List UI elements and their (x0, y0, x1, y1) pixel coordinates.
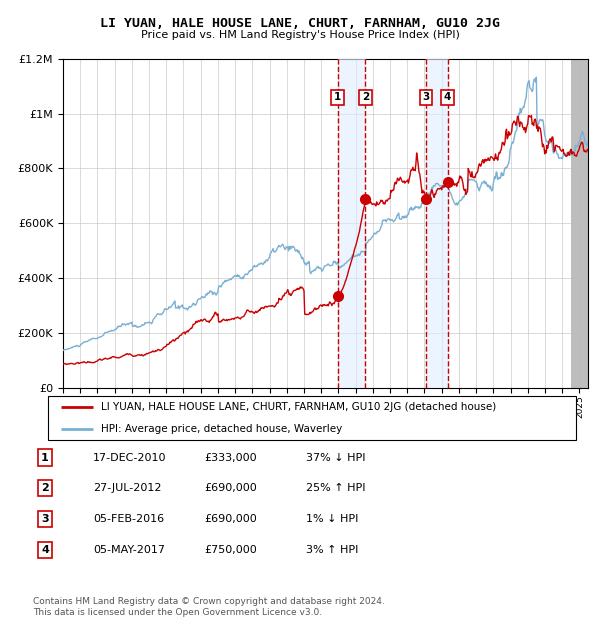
Text: 1: 1 (334, 92, 341, 102)
Text: £690,000: £690,000 (204, 483, 257, 493)
Text: 37% ↓ HPI: 37% ↓ HPI (306, 453, 365, 463)
Text: LI YUAN, HALE HOUSE LANE, CHURT, FARNHAM, GU10 2JG (detached house): LI YUAN, HALE HOUSE LANE, CHURT, FARNHAM… (101, 402, 496, 412)
Text: Contains HM Land Registry data © Crown copyright and database right 2024.
This d: Contains HM Land Registry data © Crown c… (33, 598, 385, 617)
Text: 3% ↑ HPI: 3% ↑ HPI (306, 545, 358, 555)
Text: 2: 2 (41, 483, 49, 493)
Text: 3: 3 (422, 92, 430, 102)
Text: LI YUAN, HALE HOUSE LANE, CHURT, FARNHAM, GU10 2JG: LI YUAN, HALE HOUSE LANE, CHURT, FARNHAM… (100, 17, 500, 30)
Text: £333,000: £333,000 (204, 453, 257, 463)
Text: Price paid vs. HM Land Registry's House Price Index (HPI): Price paid vs. HM Land Registry's House … (140, 30, 460, 40)
Text: 3: 3 (41, 514, 49, 524)
Text: £690,000: £690,000 (204, 514, 257, 524)
Text: £750,000: £750,000 (204, 545, 257, 555)
Text: 05-MAY-2017: 05-MAY-2017 (93, 545, 165, 555)
Text: 4: 4 (41, 545, 49, 555)
Text: 1: 1 (41, 453, 49, 463)
Text: 17-DEC-2010: 17-DEC-2010 (93, 453, 167, 463)
Text: 05-FEB-2016: 05-FEB-2016 (93, 514, 164, 524)
Text: 4: 4 (444, 92, 451, 102)
Text: 27-JUL-2012: 27-JUL-2012 (93, 483, 161, 493)
FancyBboxPatch shape (48, 396, 576, 440)
Text: 25% ↑ HPI: 25% ↑ HPI (306, 483, 365, 493)
Bar (571, 59, 588, 388)
Text: 1% ↓ HPI: 1% ↓ HPI (306, 514, 358, 524)
Text: HPI: Average price, detached house, Waverley: HPI: Average price, detached house, Wave… (101, 423, 342, 433)
Text: 2: 2 (362, 92, 369, 102)
Bar (338, 59, 365, 388)
Bar (426, 59, 448, 388)
